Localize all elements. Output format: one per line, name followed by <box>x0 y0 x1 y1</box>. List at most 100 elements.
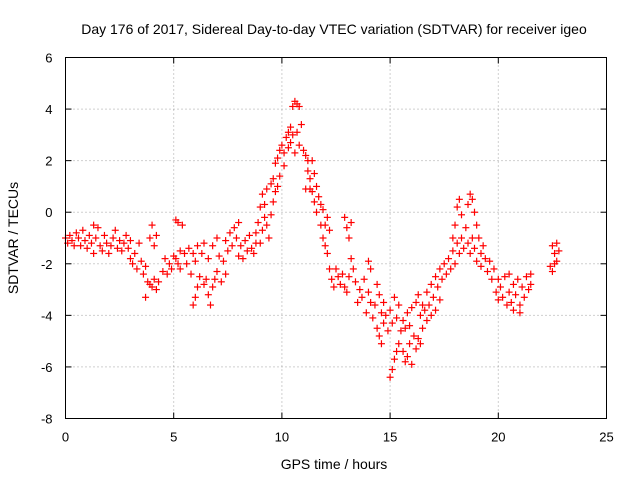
data-point <box>109 234 117 242</box>
data-point <box>289 131 297 139</box>
data-point <box>455 195 463 203</box>
data-point <box>142 293 150 301</box>
y-axis-label: SDTVAR / TECUs <box>5 182 21 294</box>
data-point <box>323 213 331 221</box>
data-point <box>328 275 336 283</box>
x-tick-label: 0 <box>62 430 69 445</box>
data-point <box>287 139 295 147</box>
data-point <box>326 265 334 273</box>
data-point <box>126 255 134 263</box>
data-point <box>142 262 150 270</box>
data-point <box>473 257 481 265</box>
data-point <box>276 172 284 180</box>
data-point <box>516 309 524 317</box>
data-point <box>261 200 269 208</box>
data-point <box>217 278 225 286</box>
data-point <box>432 273 440 281</box>
data-point <box>462 224 470 232</box>
data-point <box>473 221 481 229</box>
data-point <box>79 226 87 234</box>
data-point <box>416 311 424 319</box>
data-point <box>274 182 282 190</box>
data-point <box>516 301 524 309</box>
data-point <box>514 275 522 283</box>
y-tick-label: -8 <box>41 412 53 427</box>
data-point <box>118 247 126 255</box>
data-point <box>213 268 221 276</box>
data-point <box>235 219 243 227</box>
data-point <box>306 175 314 183</box>
data-point <box>282 133 290 141</box>
grid-lines <box>65 57 607 419</box>
data-point <box>269 175 277 183</box>
data-point <box>375 332 383 340</box>
data-point <box>403 353 411 361</box>
data-point <box>252 229 260 237</box>
data-point <box>338 270 346 278</box>
data-point <box>105 249 113 257</box>
data-point <box>390 355 398 363</box>
y-tick-label: 4 <box>45 102 52 117</box>
data-point <box>486 257 494 265</box>
data-point <box>271 159 279 167</box>
data-point <box>477 262 485 270</box>
data-point <box>481 255 489 263</box>
data-point <box>222 270 230 278</box>
data-point <box>458 234 466 242</box>
data-point <box>133 265 141 273</box>
data-point <box>546 262 554 270</box>
data-point <box>479 242 487 250</box>
x-tick-labels: 0 5 10 15 20 25 <box>62 430 614 445</box>
data-point <box>388 366 396 374</box>
data-point <box>319 206 327 214</box>
data-point <box>477 249 485 257</box>
data-point <box>111 226 119 234</box>
data-point <box>90 221 98 229</box>
data-point <box>77 242 85 250</box>
data-point <box>429 293 437 301</box>
data-point <box>548 268 556 276</box>
data-point <box>380 298 388 306</box>
data-point <box>304 167 312 175</box>
data-point <box>354 298 362 306</box>
data-point <box>408 360 416 368</box>
data-point <box>204 291 212 299</box>
data-point <box>397 327 405 335</box>
data-point <box>551 249 559 257</box>
data-point <box>194 283 202 291</box>
data-point <box>248 244 256 252</box>
data-point <box>319 234 327 242</box>
data-point <box>440 260 448 268</box>
data-point <box>341 283 349 291</box>
data-point <box>349 265 357 273</box>
data-point <box>267 211 275 219</box>
data-point <box>219 257 227 265</box>
data-point <box>326 226 334 234</box>
data-point <box>124 244 132 252</box>
data-point <box>380 319 388 327</box>
data-point <box>382 311 390 319</box>
data-point <box>313 208 321 216</box>
data-point <box>505 270 513 278</box>
data-point <box>83 244 91 252</box>
data-point <box>494 275 502 283</box>
data-point <box>271 188 279 196</box>
data-point <box>458 211 466 219</box>
y-tick-label: -2 <box>41 257 53 272</box>
data-point <box>399 347 407 355</box>
data-point <box>172 255 180 263</box>
data-point <box>209 242 217 250</box>
data-point <box>377 340 385 348</box>
data-point <box>451 221 459 229</box>
data-point <box>505 288 513 296</box>
data-point <box>291 149 299 157</box>
data-point <box>137 257 145 265</box>
data-point <box>280 162 288 170</box>
data-point <box>103 239 111 247</box>
data-point <box>310 198 318 206</box>
data-point <box>66 231 74 239</box>
data-point <box>425 301 433 309</box>
data-point <box>295 141 303 149</box>
data-point <box>412 298 420 306</box>
data-point <box>341 213 349 221</box>
